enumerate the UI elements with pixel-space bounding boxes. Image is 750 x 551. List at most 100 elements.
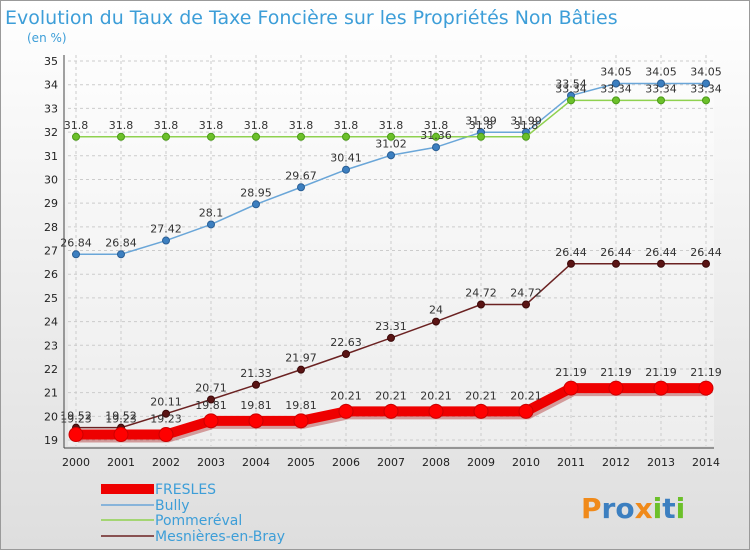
data-point (518, 403, 534, 419)
data-point (473, 403, 489, 419)
data-label: 31.8 (154, 119, 179, 132)
data-point (702, 259, 710, 268)
data-point (612, 96, 620, 105)
y-tick-label: 19 (44, 434, 58, 447)
data-point (252, 200, 260, 209)
data-label: 33.34 (600, 82, 632, 95)
data-label: 31.36 (420, 129, 452, 142)
y-tick-label: 21 (44, 387, 58, 400)
data-label: 21.19 (600, 366, 632, 379)
x-tick-label: 2007 (377, 456, 405, 469)
data-label: 26.44 (690, 246, 722, 259)
data-point (207, 395, 215, 404)
data-point (477, 300, 485, 309)
data-point (612, 79, 620, 88)
data-label: 31.8 (379, 119, 404, 132)
data-label: 23.31 (375, 320, 407, 333)
x-tick-label: 2006 (332, 456, 360, 469)
data-point (698, 380, 714, 396)
data-point (657, 79, 665, 88)
x-tick-label: 2000 (62, 456, 90, 469)
chart-title: Evolution du Taux de Taxe Foncière sur l… (5, 7, 618, 29)
data-label: 34.05 (600, 66, 632, 79)
data-label: 19.23 (105, 413, 137, 426)
data-point (342, 165, 350, 174)
data-label: 21.19 (645, 366, 677, 379)
data-label: 21.33 (240, 367, 272, 380)
data-point (653, 380, 669, 396)
data-label: 26.44 (600, 246, 632, 259)
grid (68, 55, 714, 446)
data-point (432, 143, 440, 152)
data-point (522, 300, 530, 309)
data-label: 33.34 (690, 82, 722, 95)
x-tick-label: 2001 (107, 456, 135, 469)
x-tick-label: 2011 (557, 456, 585, 469)
data-label: 28.1 (199, 206, 224, 219)
data-label: 21.19 (555, 366, 587, 379)
data-label: 31.8 (64, 119, 89, 132)
data-point (702, 96, 710, 105)
data-point (297, 132, 305, 141)
data-label: 19.81 (195, 399, 227, 412)
x-tick-label: 2002 (152, 456, 180, 469)
data-point (432, 317, 440, 326)
x-tick-label: 2004 (242, 456, 270, 469)
logo-letter: o (615, 492, 634, 525)
y-tick-label: 20 (44, 410, 58, 423)
data-label: 31.8 (514, 119, 539, 132)
data-label: 26.84 (60, 236, 92, 249)
data-label: 33.34 (645, 82, 677, 95)
data-label: 31.8 (199, 119, 224, 132)
data-point (657, 259, 665, 268)
data-label: 31.99 (465, 114, 497, 127)
y-tick-label: 34 (44, 79, 58, 92)
data-point (203, 413, 219, 429)
data-point (297, 365, 305, 374)
data-point (612, 259, 620, 268)
data-point (72, 250, 80, 259)
data-label: 20.21 (510, 389, 542, 402)
data-label: 33.34 (555, 82, 587, 95)
x-tick-label: 2012 (602, 456, 630, 469)
x-tick-label: 2014 (692, 456, 720, 469)
legend-label: Bully (155, 498, 190, 514)
data-point (522, 132, 530, 141)
data-label: 24 (429, 304, 443, 317)
data-point (293, 413, 309, 429)
data-label: 19.52 (60, 410, 92, 423)
y-tick-label: 28 (44, 221, 58, 234)
data-point (428, 403, 444, 419)
data-label: 24.72 (465, 287, 497, 300)
y-tick-label: 27 (44, 245, 58, 258)
y-tick-label: 31 (44, 150, 58, 163)
data-label: 19.81 (285, 399, 317, 412)
y-tick-label: 33 (44, 102, 58, 115)
data-label: 33.54 (555, 78, 587, 91)
data-label: 20.71 (195, 381, 227, 394)
data-point (342, 350, 350, 359)
y-tick-label: 29 (44, 197, 58, 210)
data-point (68, 427, 84, 443)
logo-letter: x (635, 492, 653, 525)
data-label: 26.84 (105, 236, 137, 249)
x-tick-label: 2008 (422, 456, 450, 469)
data-label: 19.81 (240, 399, 272, 412)
data-label: 21.19 (690, 366, 722, 379)
data-point (117, 250, 125, 259)
y-tick-label: 23 (44, 339, 58, 352)
data-label: 26.44 (555, 246, 587, 259)
data-point (162, 236, 170, 245)
y-tick-label: 24 (44, 316, 58, 329)
data-point (567, 259, 575, 268)
data-label: 21.97 (285, 352, 317, 365)
data-label: 30.41 (330, 152, 362, 165)
data-label: 20.21 (465, 389, 497, 402)
chart-subtitle: (en %) (27, 31, 67, 45)
series-group (68, 79, 714, 443)
data-label: 31.8 (469, 119, 494, 132)
data-point (297, 183, 305, 192)
